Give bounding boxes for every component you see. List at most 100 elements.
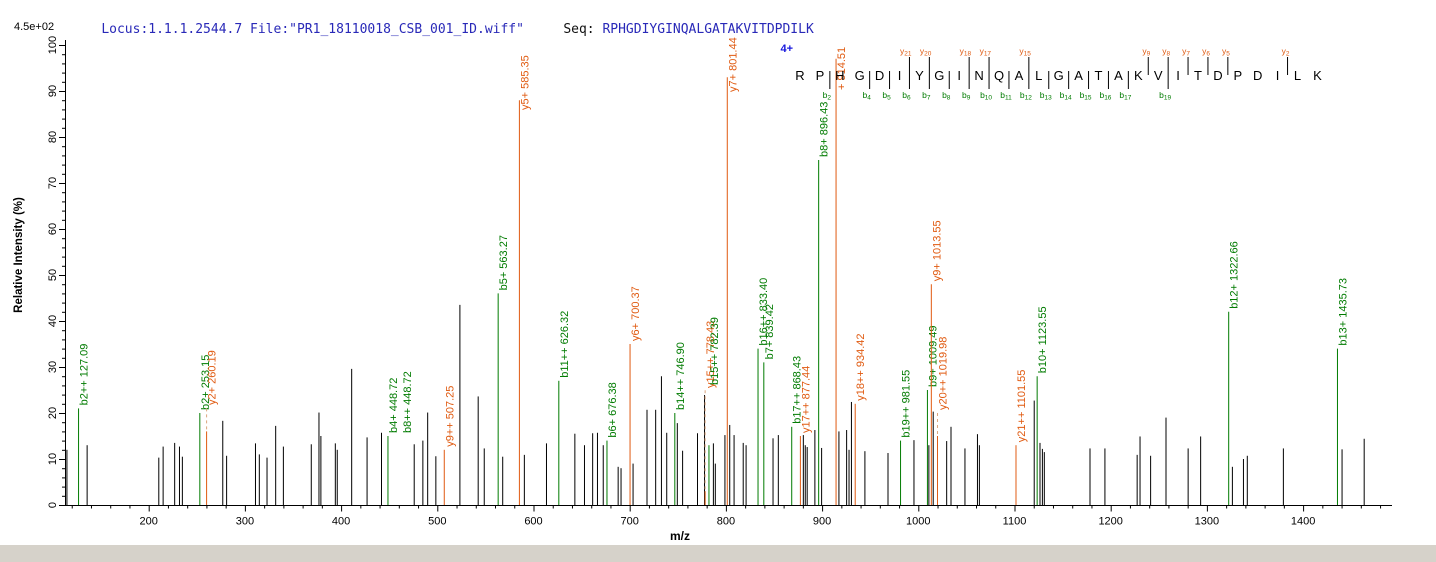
sequence-residue: I [957, 68, 961, 83]
x-tick-label: 500 [428, 516, 446, 528]
cleavage-ion-label: y5 [1222, 46, 1230, 58]
peak-label: b15++ 782.39 [709, 317, 721, 385]
x-tick-label: 800 [717, 516, 735, 528]
sequence-residue: T [1095, 68, 1103, 83]
cleavage-ion-label: b5 [882, 90, 891, 102]
cleavage-ion-label: y6 [1202, 46, 1210, 58]
x-tick-label: 200 [140, 516, 158, 528]
peak-label: b8+ 896.43 [819, 102, 831, 157]
peak-label: b13+ 1435.73 [1337, 278, 1349, 346]
peak-label: b2+ 253.15 [200, 355, 212, 410]
peak-label: y17++ 877.44 [800, 366, 812, 433]
peak-label: b5+ 563.27 [498, 235, 510, 290]
y-tick-label: 20 [47, 407, 59, 419]
sequence-residue: I [1276, 68, 1280, 83]
cleavage-ion-label: b6 [902, 90, 911, 102]
cleavage-ion-label: y8 [1162, 46, 1170, 58]
x-tick-label: 1200 [1098, 516, 1122, 528]
x-tick-label: 600 [524, 516, 542, 528]
peak-label: b7+ 839.42 [764, 304, 776, 359]
sequence-residue: G [1054, 68, 1064, 83]
cleavage-ion-label: y15 [1019, 46, 1031, 58]
sequence-residue: L [1294, 68, 1301, 83]
x-tick-label: 400 [332, 516, 350, 528]
peak-label: b12+ 1322.66 [1229, 241, 1241, 309]
peak-label: b19++ 981.55 [901, 370, 913, 438]
y-tick-label: 100 [47, 36, 59, 54]
y-tick-label: 90 [47, 85, 59, 97]
peak-label: b9+ 1009.49 [927, 326, 939, 387]
cleavage-ion-label: b2 [823, 90, 832, 102]
seq-value: RPHGDIYGINQALGATAKVITDPDILK [602, 22, 814, 37]
x-tick-label: 300 [236, 516, 254, 528]
sequence-residue: Q [994, 68, 1004, 83]
cleavage-ion-label: y9 [1142, 46, 1150, 58]
cleavage-ion-label: b19 [1159, 90, 1171, 102]
x-tick-label: 1000 [906, 516, 930, 528]
peak-label: b16++ 833.40 [758, 278, 770, 346]
y-tick-label: 0 [47, 502, 59, 508]
y-tick-label: 50 [47, 269, 59, 281]
cleavage-ion-label: b8 [942, 90, 951, 102]
peak-label: y2+ 260.19 [207, 350, 219, 405]
cleavage-ion-label: y7 [1182, 46, 1190, 58]
cleavage-ion-label: y17 [980, 46, 992, 58]
cleavage-ion-label: b17 [1119, 90, 1131, 102]
sequence-residue: N [974, 68, 983, 83]
sequence-residue: D [1213, 68, 1222, 83]
peak-label: b10+ 1123.55 [1037, 306, 1049, 373]
x-tick-label: 900 [813, 516, 831, 528]
cleavage-ion-label: b11 [1000, 90, 1012, 102]
cleavage-ion-label: y18 [960, 46, 972, 58]
x-tick-label: 1300 [1195, 516, 1219, 528]
sequence-residue: V [1154, 68, 1163, 83]
x-tick-label: 1400 [1291, 516, 1315, 528]
sequence-residue: D [875, 68, 884, 83]
peak-label: y6+ 700.37 [630, 286, 642, 341]
peak-label: b17++ 868.43 [792, 356, 804, 424]
x-axis-title: m/z [670, 529, 690, 543]
y-tick-label: 40 [47, 315, 59, 327]
sequence-residue: I [1176, 68, 1180, 83]
sequence-residue: L [1035, 68, 1042, 83]
sequence-residue: I [898, 68, 902, 83]
sequence-residue: A [1074, 68, 1083, 83]
header-sequence: Seq: RPHGDIYGINQALGATAKVITDPDILK [532, 7, 814, 52]
window-bottom-edge [0, 545, 1436, 562]
cleavage-ion-label: y2 [1282, 46, 1290, 58]
sequence-residue: H [835, 68, 844, 83]
y-tick-label: 30 [47, 361, 59, 373]
cleavage-ion-label: y21 [900, 46, 912, 58]
cleavage-ion-label: b14 [1060, 90, 1072, 102]
peak-label: y9++ 507.25 [444, 386, 456, 447]
cleavage-ion-label: y20 [920, 46, 932, 58]
sequence-residue: P [1233, 68, 1242, 83]
y-tick-label: 60 [47, 223, 59, 235]
sequence-residue: T [1194, 68, 1202, 83]
sequence-residue: K [1313, 68, 1322, 83]
y-axis-title: Relative Intensity (%) [13, 197, 25, 313]
peak-label: y9+ 1013.55 [931, 220, 943, 281]
peak-label: y21++ 1101.55 [1016, 370, 1028, 443]
intensity-scale-note: 4.5e+02 [14, 21, 55, 33]
header-locus-file: Locus:1.1.1.2544.7 File:"PR1_18110018_CS… [70, 7, 524, 52]
peak-label: b2++ 127.09 [79, 344, 91, 406]
x-tick-label: 1100 [1003, 516, 1027, 528]
seq-label: Seq: [563, 22, 595, 37]
sequence-residue: G [934, 68, 944, 83]
peak-label: y15++ 778.43 [705, 321, 717, 388]
peak-label: y20++ 1019.98 [938, 337, 950, 410]
sequence-residue: K [1134, 68, 1143, 83]
y-tick-label: 80 [47, 131, 59, 143]
peak-label: b14++ 746.90 [675, 342, 687, 410]
cleavage-ion-label: b15 [1080, 90, 1092, 102]
peak-label: y7+ 801.44 [727, 37, 739, 92]
sequence-residue: Y [915, 68, 924, 83]
cleavage-ion-label: b16 [1099, 90, 1111, 102]
peak-label: b4+ 448.72 [388, 378, 400, 433]
peak-label: y18++ 934.42 [855, 334, 867, 401]
sequence-residue: A [1015, 68, 1024, 83]
cleavage-ion-label: b12 [1020, 90, 1032, 102]
